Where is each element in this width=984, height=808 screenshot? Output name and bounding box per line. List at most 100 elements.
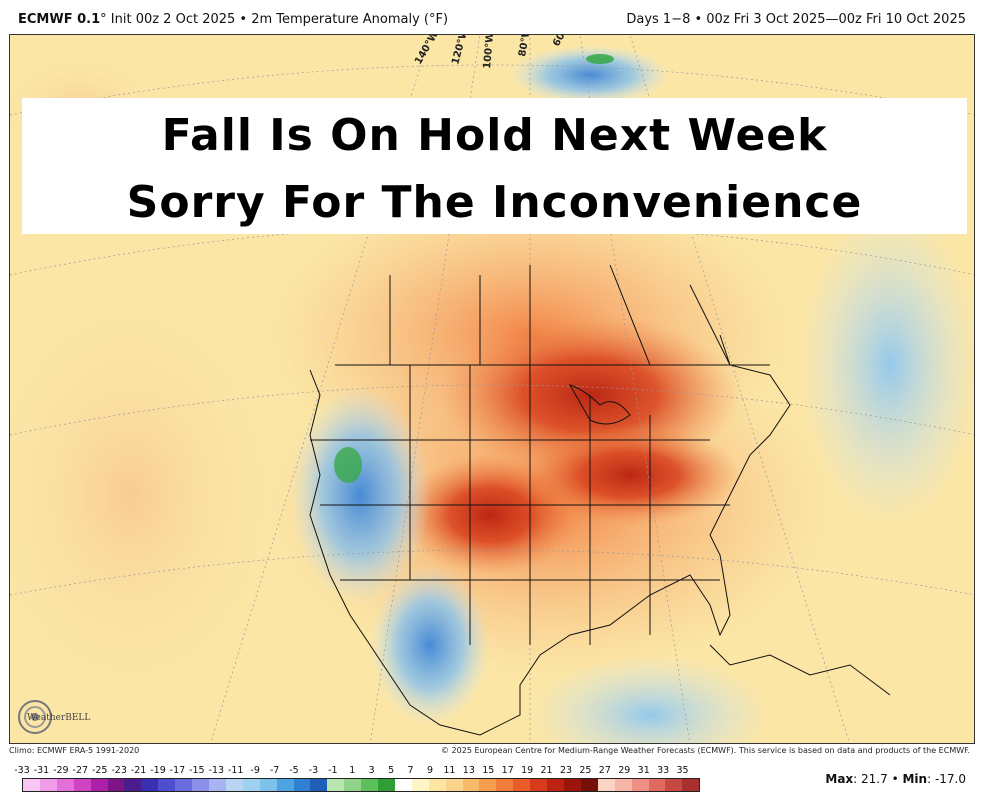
colorbar-tick-label: -27 — [72, 765, 89, 776]
colorbar-tick-label: 3 — [368, 765, 375, 776]
mexico-cool — [370, 565, 490, 725]
colorbar-tick-label: 15 — [482, 765, 495, 776]
colorbar-swatch — [530, 779, 548, 791]
colorbar-swatch — [327, 779, 345, 791]
colorbar-swatch — [310, 779, 328, 791]
colorbar-swatch — [665, 779, 683, 791]
arctic-cool — [510, 45, 670, 105]
colorbar-swatch — [547, 779, 564, 791]
colorbar-swatch — [175, 779, 193, 791]
borders — [309, 264, 891, 736]
colorbar-tick-label: -21 — [130, 765, 147, 776]
colorbar-swatch — [428, 779, 446, 791]
colorbar-swatch — [141, 779, 159, 791]
arctic-green — [586, 54, 614, 64]
colorbar-swatch — [513, 779, 531, 791]
colorbar-swatch — [361, 779, 379, 791]
separator: • — [891, 772, 899, 786]
colorbar-swatch — [39, 779, 57, 791]
valid-period: Days 1−8 • 00z Fri 3 Oct 2025—00z Fri 10… — [626, 12, 966, 27]
colorbar-tick-label: 31 — [637, 765, 650, 776]
colorbar-swatch — [192, 779, 209, 791]
weatherbell-logo: WeatherBELL — [13, 695, 91, 741]
colorbar-tick-label: 33 — [657, 765, 670, 776]
colorbar-tick-label: -7 — [269, 765, 280, 776]
copyright-note: © 2025 European Centre for Medium-Range … — [441, 746, 970, 755]
colorbar-swatch — [614, 779, 632, 791]
colorbar-tick-label: -23 — [111, 765, 127, 776]
colorbar-tick-label: 35 — [676, 765, 689, 776]
colorbar-tick-label: 19 — [521, 765, 534, 776]
colorbar-tick-label: -33 — [14, 765, 30, 776]
max-label: Max — [825, 772, 854, 786]
colorbar-tick-label: -3 — [308, 765, 319, 776]
colorbar-tick-label: 17 — [501, 765, 514, 776]
headline-line-1: Fall Is On Hold Next Week — [161, 110, 828, 161]
colorbar-swatch — [682, 779, 700, 791]
colorbar-swatch — [225, 779, 243, 791]
colorbar-tick-label: 1 — [349, 765, 356, 776]
colorbar-swatch — [597, 779, 615, 791]
climo-note: Climo: ECMWF ERA-5 1991-2020 — [9, 746, 140, 755]
colorbar-tick-label: -17 — [169, 765, 186, 776]
colorbar-tick-label: -25 — [91, 765, 108, 776]
header-title: ECMWF 0.1° Init 00z 2 Oct 2025 • 2m Temp… — [18, 12, 448, 27]
colorbar-tick-label: -13 — [208, 765, 225, 776]
colorbar-swatch — [580, 779, 598, 791]
colorbar-tick-label: 27 — [598, 765, 611, 776]
colorbar-tick-label: -31 — [33, 765, 50, 776]
min-value: -17.0 — [934, 772, 966, 786]
colorbar-swatch — [479, 779, 497, 791]
colorbar-swatch — [158, 779, 176, 791]
colorbar-swatch — [242, 779, 260, 791]
great-basin-green — [334, 447, 362, 483]
colorbar-swatch — [631, 779, 649, 791]
pacific-warm — [10, 295, 280, 695]
colorbar-swatch — [107, 779, 125, 791]
colorbar-tick-label: -5 — [289, 765, 299, 776]
headline-line-2: Sorry For The Inconvenience — [126, 177, 863, 228]
colorbar-tick-label: -11 — [227, 765, 244, 776]
colorbar-swatch — [259, 779, 277, 791]
colorbar-tick-label: -29 — [53, 765, 69, 776]
colorbar-swatch — [564, 779, 581, 791]
colorbar-tick-label: 23 — [559, 765, 573, 776]
colorbar-swatch — [276, 779, 294, 791]
colorbar-tick-label: -19 — [150, 765, 166, 776]
caribbean-cool — [530, 655, 770, 743]
colorbar-tick-label: 11 — [443, 765, 456, 776]
colorbar-swatch — [411, 779, 429, 791]
colorbar-tick-label: 9 — [426, 765, 434, 776]
colorbar-swatch — [378, 779, 395, 791]
colorbar-tick-label: 7 — [407, 765, 414, 776]
colorbar-swatch — [124, 779, 142, 791]
colorbar-tick-label: 13 — [462, 765, 475, 776]
colorbar-swatch — [293, 779, 311, 791]
min-label: Min — [902, 772, 928, 786]
colorbar-tick-label: 21 — [540, 765, 553, 776]
longitude-label-100w: 100°W — [482, 35, 496, 69]
ohio-valley-hot — [520, 425, 740, 525]
colorbar-swatch — [73, 779, 91, 791]
colorbar-ticks: -33 -31 -29 -27 -25 -23 -21 -19 -17 -15 -13 -11 -9 -7… — [10, 765, 710, 777]
colorbar-tick-label: 25 — [579, 765, 592, 776]
colorbar-swatch — [208, 779, 226, 791]
colorbar-swatch — [90, 779, 108, 791]
max-min-readout: Max: 21.7 • Min: -17.0 — [825, 772, 966, 786]
max-value: 21.7 — [861, 772, 888, 786]
atlantic-cool — [800, 205, 974, 525]
logo-text: WeatherBELL — [27, 713, 91, 723]
colorbar-tick-label: -9 — [250, 765, 260, 776]
model-name: ECMWF 0.1 — [18, 12, 101, 27]
colorbar-tick-label: 5 — [388, 765, 395, 776]
init-info: ° Init 00z 2 Oct 2025 • 2m Temperature A… — [100, 12, 449, 27]
colorbar-swatch — [394, 779, 412, 791]
colorbar-tick-label: -15 — [189, 765, 205, 776]
logo-swirl-icon — [18, 700, 52, 734]
colorbar-swatch — [344, 779, 362, 791]
header-bar: ECMWF 0.1° Init 00z 2 Oct 2025 • 2m Temp… — [0, 0, 984, 34]
colorbar-tick-label: 29 — [618, 765, 631, 776]
colorbar-swatch — [445, 779, 463, 791]
colorbar-swatch — [496, 779, 514, 791]
colorbar — [22, 778, 700, 792]
